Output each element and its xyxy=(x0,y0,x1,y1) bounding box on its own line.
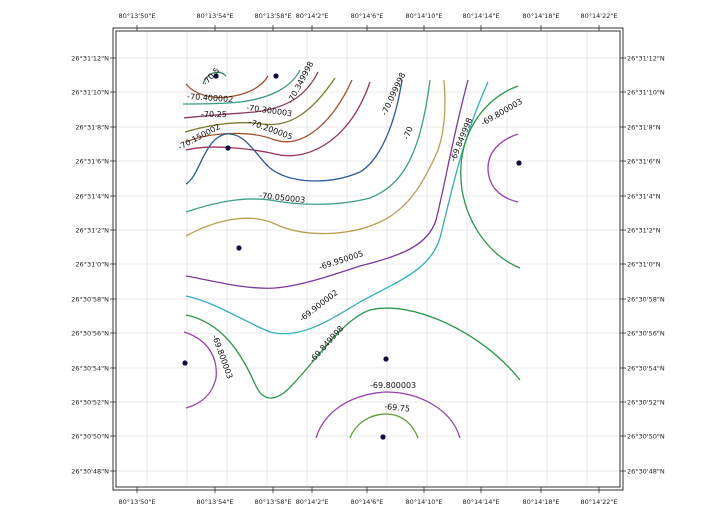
top-tick-label: 80°14'14"E xyxy=(463,12,500,20)
right-tick-label: 26°30'48"N xyxy=(627,468,665,476)
contour-label: -70.050003 xyxy=(259,191,306,205)
contour-labels: -70.5 -70.400002 -70.349998 -70.300003 -… xyxy=(177,60,524,414)
sample-points xyxy=(182,73,522,440)
contour-label: -70.099998 xyxy=(380,71,408,117)
contour-line xyxy=(202,71,227,85)
contour-line xyxy=(183,331,217,409)
contour-line xyxy=(185,79,403,185)
top-tick-label: 80°13'58"E xyxy=(255,12,292,20)
left-tick-label: 26°30'52"N xyxy=(71,399,109,407)
sample-point xyxy=(516,160,522,166)
contour-line xyxy=(185,81,489,335)
left-tick-label: 26°31'6"N xyxy=(75,158,109,166)
bottom-tick-label: 80°14'6"E xyxy=(351,498,384,506)
contour-line xyxy=(185,79,353,143)
top-tick-label: 80°14'22"E xyxy=(581,12,618,20)
bottom-tick-label: 80°14'22"E xyxy=(581,498,618,506)
contour-line xyxy=(349,413,419,439)
left-tick-label: 26°30'50"N xyxy=(71,433,109,441)
contour-label: -69.75 xyxy=(384,402,411,414)
top-tick-label: 80°14'18"E xyxy=(523,12,560,20)
right-tick-label: 26°30'56"N xyxy=(627,330,665,338)
sample-point xyxy=(213,73,219,79)
left-tick-label: 26°30'54"N xyxy=(71,365,109,373)
left-tick-label: 26°31'8"N xyxy=(75,124,109,132)
top-tick-label: 80°14'6"E xyxy=(351,12,384,20)
left-tick-label: 26°30'58"N xyxy=(71,296,109,304)
tick-labels: 80°13'50"E 80°13'54"E 80°13'58"E 80°14'2"E 8… xyxy=(71,12,665,506)
top-tick-label: 80°13'50"E xyxy=(119,12,156,20)
contour-line xyxy=(182,69,301,105)
left-tick-label: 26°30'56"N xyxy=(71,330,109,338)
left-tick-label: 26°31'2"N xyxy=(75,227,109,235)
bottom-tick-label: 80°14'18"E xyxy=(523,498,560,506)
contour-line xyxy=(183,71,319,119)
right-tick-label: 26°31'12"N xyxy=(627,55,665,63)
map-frame xyxy=(112,27,624,491)
right-tick-label: 26°31'6"N xyxy=(627,158,661,166)
left-tick-label: 26°31'10"N xyxy=(71,89,109,97)
bottom-tick-label: 80°14'14"E xyxy=(463,498,500,506)
left-tick-label: 26°31'0"N xyxy=(75,261,109,269)
sample-point xyxy=(273,73,279,79)
contour-line xyxy=(487,133,519,203)
right-tick-label: 26°31'0"N xyxy=(627,261,661,269)
contour-line xyxy=(184,77,336,133)
contour-label: -69.800003 xyxy=(480,97,524,128)
bottom-tick-label: 80°14'2"E xyxy=(296,498,329,506)
contour-label: -70.400002 xyxy=(187,92,234,104)
top-tick-label: 80°13'54"E xyxy=(197,12,234,20)
contour-line xyxy=(185,79,431,213)
graticule xyxy=(116,31,620,487)
bottom-tick-label: 80°14'10"E xyxy=(406,498,443,506)
contour-line xyxy=(460,85,521,269)
left-tick-label: 26°30'48"N xyxy=(71,468,109,476)
contour-line xyxy=(185,79,446,237)
right-tick-label: 26°30'54"N xyxy=(627,365,665,373)
right-tick-label: 26°30'58"N xyxy=(627,296,665,304)
sample-point xyxy=(225,145,231,151)
bottom-tick-label: 80°13'50"E xyxy=(119,498,156,506)
sample-point xyxy=(383,356,389,362)
sample-point xyxy=(236,245,242,251)
right-tick-label: 26°30'50"N xyxy=(627,433,665,441)
contour-label: -69.800003 xyxy=(370,381,416,390)
contour-line xyxy=(185,79,469,289)
contour-line xyxy=(185,81,371,157)
bottom-tick-label: 80°13'58"E xyxy=(255,498,292,506)
contour-label: -70 xyxy=(402,125,415,140)
sample-point xyxy=(182,360,188,366)
contour-lines xyxy=(182,69,521,439)
contour-label: -69.849998 xyxy=(308,324,346,364)
contour-line xyxy=(185,307,521,399)
right-tick-label: 26°31'2"N xyxy=(627,227,661,235)
left-tick-label: 26°31'4"N xyxy=(75,193,109,201)
left-tick-label: 26°31'12"N xyxy=(71,55,109,63)
contour-label: -70.300003 xyxy=(246,103,293,118)
right-tick-label: 26°31'10"N xyxy=(627,89,665,97)
bottom-tick-label: 80°13'54"E xyxy=(197,498,234,506)
contour-line xyxy=(185,75,269,99)
top-tick-label: 80°14'2"E xyxy=(296,12,329,20)
right-tick-label: 26°30'52"N xyxy=(627,399,665,407)
map-inner-frame xyxy=(115,30,621,488)
contour-line xyxy=(315,391,461,439)
sample-point xyxy=(380,434,386,440)
contour-label: -69.950005 xyxy=(318,249,365,272)
contour-label: -70.25 xyxy=(201,110,227,119)
top-tick-label: 80°14'10"E xyxy=(406,12,443,20)
right-tick-label: 26°31'8"N xyxy=(627,124,661,132)
right-tick-label: 26°31'4"N xyxy=(627,193,661,201)
